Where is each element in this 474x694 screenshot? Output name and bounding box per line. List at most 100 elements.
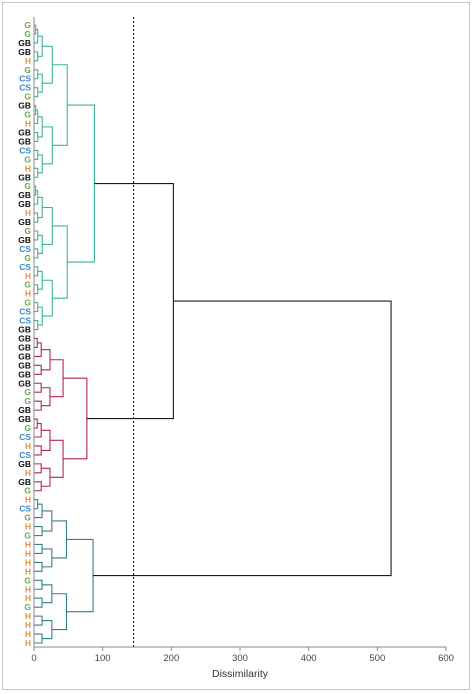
leaf-label: H <box>25 611 31 621</box>
dendrogram-link <box>86 183 174 420</box>
dendrogram-link <box>34 633 43 644</box>
leaf-label: H <box>25 522 31 532</box>
leaf-label: G <box>24 575 31 585</box>
leaf-label: GB <box>18 172 31 182</box>
leaf-label: H <box>25 289 31 299</box>
leaf-label: G <box>24 181 31 191</box>
dendrogram-link <box>63 377 88 460</box>
dendrogram-link <box>52 64 68 146</box>
leaf-label: H <box>25 584 31 594</box>
leaf-label: H <box>25 163 31 173</box>
leaf-label: CS <box>19 83 31 93</box>
leaf-label: GB <box>18 333 31 343</box>
x-axis <box>33 17 446 648</box>
dendrogram-link <box>34 302 39 313</box>
leaf-label: GB <box>18 459 31 469</box>
leaf-label: H <box>25 557 31 567</box>
dendrogram-link <box>42 45 53 84</box>
dendrogram-link <box>37 73 43 93</box>
leaf-label: GB <box>18 190 31 200</box>
leaf-label: H <box>25 468 31 478</box>
leaf-label: G <box>24 280 31 290</box>
dendrogram-link <box>34 561 43 572</box>
dendrogram-link <box>41 349 51 371</box>
x-axis-ticks: 0 100 200 300 400 500 600 <box>31 647 454 664</box>
leaf-label: GB <box>18 351 31 361</box>
dendrogram-link <box>52 225 68 299</box>
x-tick-label: 500 <box>369 653 385 664</box>
dendrogram-link <box>34 400 42 411</box>
x-tick-label: 600 <box>438 653 454 664</box>
leaf-label: G <box>24 29 31 39</box>
dendrogram-link <box>34 230 39 241</box>
dendrogram-link <box>42 510 53 532</box>
x-axis-title: Dissimilarity <box>212 668 269 680</box>
dendrogram-link <box>34 131 39 142</box>
leaf-label: GB <box>18 405 31 415</box>
leaf-label: H <box>25 208 31 218</box>
leaf-label: G <box>24 531 31 541</box>
leaf-label: GB <box>18 342 31 352</box>
leaf-label: H <box>25 56 31 66</box>
leaf-label: CS <box>19 145 31 155</box>
leaf-label: CS <box>19 307 31 317</box>
dendrogram-link <box>42 584 53 604</box>
dendrogram-link <box>34 445 42 456</box>
dendrogram-link <box>41 387 51 407</box>
leaf-label: CS <box>19 316 31 326</box>
x-tick-label: 100 <box>95 653 111 664</box>
x-tick-label: 0 <box>31 653 36 664</box>
dendrogram-link <box>42 620 53 640</box>
dendrogram-link <box>34 149 39 160</box>
leaf-label: GB <box>18 369 31 379</box>
leaf-label: H <box>25 566 31 576</box>
dendrogram-link <box>34 543 43 554</box>
dendrogram-link <box>34 167 39 178</box>
leaf-label: H <box>25 620 31 630</box>
dendrogram-link <box>41 429 51 451</box>
leaf-label: G <box>24 65 31 75</box>
dendrogram-link <box>34 87 39 98</box>
dendrogram-link <box>37 234 43 254</box>
leaf-label: GB <box>18 127 31 137</box>
leaf-labels: GGGBGBHGCSCSGGBGHGBGBCSGHGBGGBGBHGBGGBCS… <box>18 20 31 648</box>
dendrogram-link <box>34 503 43 519</box>
dendrogram-links <box>34 24 392 644</box>
leaf-label: H <box>25 271 31 281</box>
leaf-label: G <box>24 298 31 308</box>
dendrogram-link <box>37 196 43 219</box>
dendrogram-link <box>37 270 43 290</box>
leaf-label: GB <box>18 414 31 424</box>
leaf-label: G <box>24 20 31 30</box>
leaf-label: H <box>25 593 31 603</box>
dendrogram-link <box>34 615 43 626</box>
dendrogram-link <box>34 266 39 277</box>
dendrogram-link <box>66 538 94 613</box>
dendrogram-link <box>34 69 39 80</box>
dendrogram-link <box>34 284 39 295</box>
dendrogram-link <box>51 520 68 559</box>
dendrogram-link <box>37 154 43 174</box>
leaf-label: GB <box>18 378 31 388</box>
leaf-label: H <box>25 539 31 549</box>
leaf-label: G <box>24 396 31 406</box>
leaf-label: GB <box>18 217 31 227</box>
leaf-label: GB <box>18 477 31 487</box>
dendrogram-link <box>42 548 53 568</box>
leaf-label: G <box>24 387 31 397</box>
x-tick-label: 200 <box>163 653 179 664</box>
dendrogram-link <box>49 439 64 478</box>
dendrogram-link <box>42 279 53 317</box>
leaf-label: GB <box>18 38 31 48</box>
dendrogram-link <box>34 248 39 259</box>
leaf-label: GB <box>18 136 31 146</box>
leaf-label: GB <box>18 360 31 370</box>
leaf-label: CS <box>19 432 31 442</box>
leaf-label: G <box>24 110 31 120</box>
dendrogram-link <box>34 526 43 537</box>
leaf-label: GB <box>18 325 31 335</box>
dendrogram-link <box>34 579 43 590</box>
dendrogram-link <box>34 481 42 492</box>
leaf-label: H <box>25 495 31 505</box>
leaf-label: CS <box>19 504 31 514</box>
